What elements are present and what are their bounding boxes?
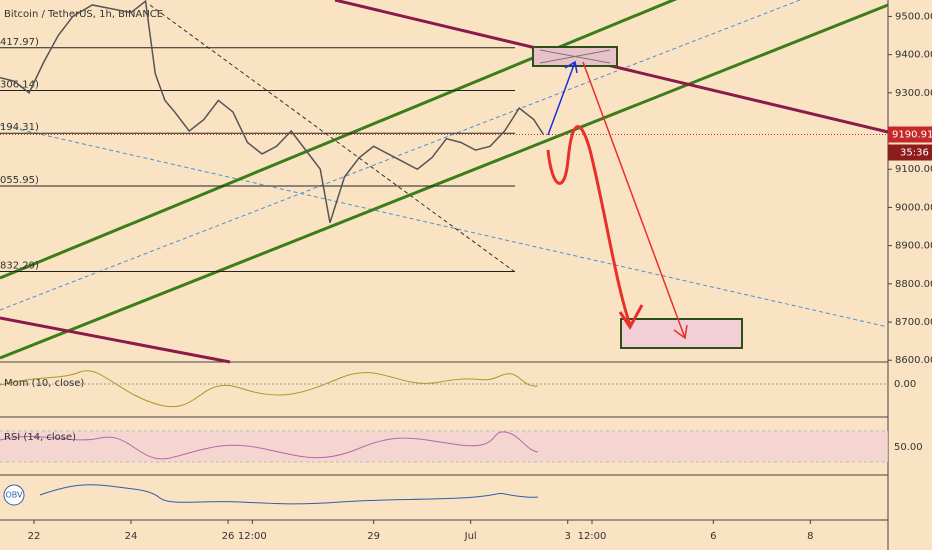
x-tick-label: 29 <box>367 531 380 542</box>
last-price-box <box>888 126 932 143</box>
resistance-line <box>0 316 231 364</box>
arrow <box>582 61 688 340</box>
y-tick-label: 9500.00 <box>895 11 932 22</box>
rsi-band <box>0 431 888 462</box>
price-line <box>0 0 545 223</box>
y-tick-label: 8700.00 <box>895 317 932 328</box>
rsi-line <box>0 431 539 460</box>
pane-borders <box>0 0 889 550</box>
mom-name: Mom (10, close) <box>4 378 84 389</box>
x-tick-label: 3 <box>565 531 571 542</box>
y-tick-label: 9400.00 <box>895 50 932 61</box>
fib-label: 194.31) <box>0 122 39 133</box>
y-tick-label: 8600.00 <box>895 355 932 366</box>
trend-line <box>0 0 801 311</box>
arrow <box>547 60 578 136</box>
fib-label: 055.95) <box>0 175 39 186</box>
target-box <box>620 318 743 349</box>
y-tick-label: 9000.00 <box>895 202 932 213</box>
x-tick-label: 24 <box>125 531 138 542</box>
trend-line <box>0 124 889 328</box>
countdown: 35:36 <box>900 148 929 159</box>
last-price-label: 9190.91 <box>892 130 932 141</box>
mom-line <box>0 370 539 408</box>
y-tick-label: 9300.00 <box>895 88 932 99</box>
x-tick-label: 26 <box>222 531 235 542</box>
rsi-level: 50.00 <box>894 442 923 453</box>
projection-curve <box>546 125 644 330</box>
fib-label: 832.29) <box>0 260 39 271</box>
y-tick-label: 8900.00 <box>895 241 932 252</box>
mom-level: 0.00 <box>894 379 916 390</box>
x-tick-label: 6 <box>710 531 716 542</box>
channel-line <box>0 3 889 360</box>
box-cross <box>539 49 611 64</box>
x-tick-label: 12:00 <box>238 531 267 542</box>
fib-label: 417.97) <box>0 37 39 48</box>
x-tick-label: 22 <box>28 531 41 542</box>
drawings <box>0 0 889 364</box>
x-tick-label: 8 <box>807 531 813 542</box>
y-tick-label: 8800.00 <box>895 279 932 290</box>
x-tick-label: 12:00 <box>578 531 607 542</box>
obv-line <box>39 484 539 505</box>
symbol-title: Bitcoin / TetherUS, 1h, BINANCE <box>4 9 163 20</box>
rsi-name: RSI (14, close) <box>4 432 76 443</box>
x-tick-label: Jul <box>464 531 477 542</box>
y-tick-label: 9100.00 <box>895 164 932 175</box>
trend-line <box>149 4 516 273</box>
obv-name: OBV <box>5 491 23 500</box>
obv-logo <box>3 484 25 506</box>
countdown-box <box>888 144 932 161</box>
